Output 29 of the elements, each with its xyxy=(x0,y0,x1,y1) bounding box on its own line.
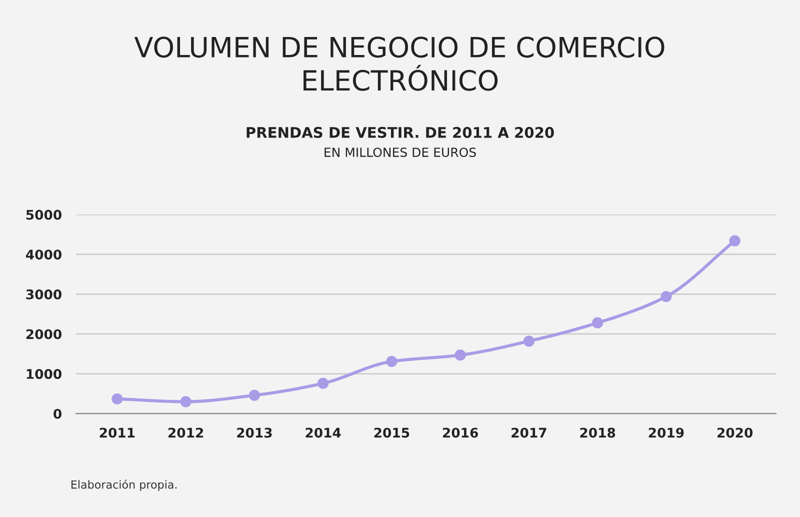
point xyxy=(454,350,466,361)
point xyxy=(318,378,329,389)
text: Elaboración propia. xyxy=(71,480,177,491)
point xyxy=(386,356,398,368)
x-tick-label: 2020 xyxy=(718,428,753,438)
y-tick-label: 5000 xyxy=(26,210,62,220)
y-tick-label: 4000 xyxy=(26,250,62,260)
point xyxy=(112,393,123,404)
y-tick-label: 1000 xyxy=(26,369,62,379)
chart-subtitle: PRENDAS DE VESTIR. DE 2011 A 2020 EN MILLONES DE EUROS xyxy=(246,126,554,158)
chart-title: VOLUMEN DE NEGOCIO DE COMERCIO ELECTRÓNICO xyxy=(134,36,664,91)
x-tick-label: 2012 xyxy=(168,428,204,438)
point xyxy=(248,390,260,401)
x-tick-label: 2011 xyxy=(100,428,135,438)
point xyxy=(592,317,604,328)
x-tick-label: 2014 xyxy=(306,428,341,438)
x-tick-label: 2015 xyxy=(374,428,410,438)
point xyxy=(523,336,534,347)
y-tick-label: 3000 xyxy=(26,289,62,300)
x-tick-label: 2018 xyxy=(580,428,616,438)
point xyxy=(660,291,672,302)
x-tick-label: 2017 xyxy=(512,428,546,438)
point xyxy=(729,235,740,246)
x-tick-label: 2013 xyxy=(237,428,272,438)
x-tick-label: 2016 xyxy=(442,428,478,438)
y-tick-label: 2000 xyxy=(26,329,62,340)
x-tick-label: 2019 xyxy=(648,428,684,438)
y-tick-label: 0 xyxy=(54,408,62,419)
point xyxy=(180,396,192,408)
